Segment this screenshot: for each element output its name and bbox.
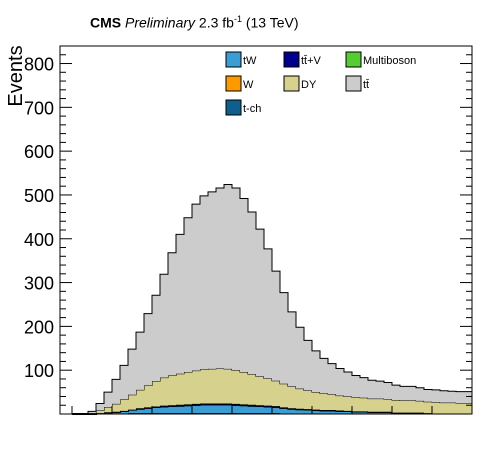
y-axis-label: Events <box>5 45 27 106</box>
stack-areas <box>72 183 472 415</box>
y-tick-label: 700 <box>24 98 54 118</box>
stack-area-6 <box>72 184 472 414</box>
lumi-exponent: -1 <box>233 14 242 24</box>
y-tick-label: 400 <box>24 230 54 250</box>
y-tick-label: 300 <box>24 274 54 294</box>
legend-label: W <box>243 79 254 91</box>
y-tick-label: 100 <box>24 361 54 381</box>
lumi-label: 2.3 fb <box>198 14 234 31</box>
y-tick-label: 500 <box>24 186 54 206</box>
status-label: Preliminary <box>125 14 196 31</box>
legend-label: Multiboson <box>363 55 416 67</box>
legend: tW tt̄+V Multiboson W DY tt̄ t-ch <box>225 51 416 116</box>
legend-label: tt̄+V <box>301 55 322 67</box>
experiment-label: CMS <box>90 14 122 31</box>
energy-label: (13 TeV) <box>245 14 299 31</box>
stack-outline-6 <box>72 183 472 415</box>
legend-swatch <box>283 75 300 92</box>
y-tick-label: 800 <box>24 55 54 75</box>
legend-swatch <box>225 99 242 116</box>
chart-header: CMS Preliminary 2.3 fb-1 (13 TeV) <box>90 14 299 31</box>
legend-label: tt̄ <box>363 79 369 91</box>
legend-swatch <box>283 51 300 68</box>
legend-label: t-ch <box>243 103 261 115</box>
legend-swatch <box>345 75 362 92</box>
y-tick-label: 200 <box>24 317 54 337</box>
stack-area-5 <box>72 368 472 414</box>
legend-label: DY <box>301 79 317 91</box>
legend-swatch <box>345 51 362 68</box>
legend-swatch <box>225 51 242 68</box>
y-tick-label: 600 <box>24 142 54 162</box>
legend-label: tW <box>243 55 257 67</box>
legend-swatch <box>225 75 242 92</box>
